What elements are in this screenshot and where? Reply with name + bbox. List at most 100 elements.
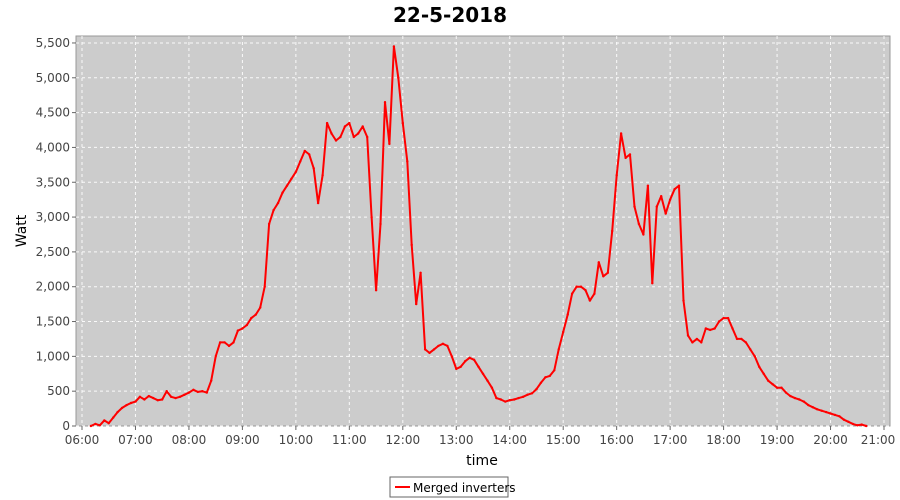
data-point bbox=[129, 401, 133, 405]
y-tick-label: 0 bbox=[62, 419, 70, 433]
data-point bbox=[374, 289, 378, 292]
data-point bbox=[784, 391, 788, 394]
data-point bbox=[811, 406, 814, 409]
y-tick-label: 1,000 bbox=[36, 349, 70, 363]
data-point bbox=[557, 348, 560, 351]
data-point bbox=[642, 233, 645, 236]
data-point bbox=[459, 365, 462, 368]
data-point bbox=[802, 400, 805, 403]
x-tick-label: 09:00 bbox=[225, 433, 260, 447]
data-point bbox=[187, 391, 191, 394]
data-point bbox=[624, 156, 627, 160]
data-point bbox=[481, 372, 485, 375]
data-point bbox=[611, 229, 614, 233]
data-point bbox=[294, 170, 298, 173]
data-point bbox=[147, 394, 150, 398]
data-point bbox=[281, 191, 284, 194]
plot-area bbox=[75, 35, 891, 427]
data-point bbox=[165, 390, 168, 393]
data-point bbox=[651, 282, 654, 285]
data-point bbox=[432, 348, 436, 351]
data-point bbox=[450, 355, 453, 358]
data-point bbox=[232, 341, 235, 344]
data-point bbox=[366, 135, 369, 139]
data-point bbox=[303, 149, 306, 153]
data-point bbox=[562, 330, 565, 334]
data-point bbox=[775, 386, 779, 389]
data-point bbox=[686, 334, 690, 337]
data-point bbox=[370, 215, 373, 219]
data-point bbox=[851, 422, 854, 426]
data-point bbox=[539, 381, 543, 384]
data-point bbox=[241, 327, 244, 330]
x-tick-label: 13:00 bbox=[439, 433, 474, 447]
data-point bbox=[691, 341, 694, 344]
data-point bbox=[183, 393, 186, 396]
data-point bbox=[660, 195, 663, 198]
data-point bbox=[824, 410, 828, 414]
data-point bbox=[682, 299, 685, 302]
data-point bbox=[138, 395, 142, 398]
data-point bbox=[771, 383, 774, 386]
data-point bbox=[410, 243, 413, 247]
data-point bbox=[553, 369, 556, 372]
data-point bbox=[807, 403, 810, 407]
data-point bbox=[829, 412, 832, 415]
data-point bbox=[143, 398, 146, 401]
data-point bbox=[762, 372, 765, 375]
data-point bbox=[383, 101, 387, 104]
data-point bbox=[575, 285, 578, 288]
data-point bbox=[847, 420, 850, 423]
data-point bbox=[446, 344, 449, 348]
data-point bbox=[357, 132, 360, 135]
x-tick-label: 11:00 bbox=[332, 433, 367, 447]
x-tick-label: 20:00 bbox=[813, 433, 848, 447]
legend-label: Merged inverters bbox=[413, 481, 516, 495]
y-tick-label: 4,000 bbox=[36, 140, 70, 154]
data-point bbox=[668, 198, 672, 201]
data-point bbox=[677, 184, 681, 187]
data-point bbox=[664, 212, 667, 215]
data-point bbox=[731, 327, 734, 330]
data-point bbox=[619, 132, 623, 135]
data-point bbox=[125, 403, 128, 407]
data-point bbox=[254, 313, 257, 316]
data-point bbox=[602, 275, 605, 278]
legend: Merged inverters bbox=[389, 476, 516, 498]
data-point bbox=[548, 374, 551, 378]
data-point bbox=[615, 174, 618, 177]
x-axis-label: time bbox=[466, 453, 498, 469]
x-tick-label: 17:00 bbox=[653, 433, 688, 447]
data-point bbox=[401, 121, 404, 125]
x-tick-label: 21:00 bbox=[861, 433, 896, 447]
data-point bbox=[673, 188, 676, 191]
data-point bbox=[704, 327, 707, 330]
data-point bbox=[504, 400, 507, 403]
data-point bbox=[633, 205, 636, 208]
data-point bbox=[192, 388, 195, 391]
data-point bbox=[495, 396, 498, 400]
y-tick-label: 500 bbox=[47, 384, 70, 398]
data-point bbox=[259, 306, 262, 309]
data-point bbox=[330, 132, 333, 135]
data-point bbox=[174, 396, 177, 400]
series-points bbox=[89, 45, 868, 428]
data-point bbox=[700, 341, 703, 344]
data-point bbox=[415, 302, 418, 306]
data-point bbox=[588, 299, 592, 302]
data-point bbox=[348, 121, 351, 125]
data-point bbox=[169, 395, 173, 398]
data-point bbox=[508, 399, 511, 402]
y-tick-label: 2,500 bbox=[36, 245, 70, 259]
data-point bbox=[530, 392, 534, 395]
y-tick-label: 4,500 bbox=[36, 106, 70, 120]
data-point bbox=[437, 344, 440, 348]
data-point bbox=[152, 396, 155, 400]
y-tick-label: 5,500 bbox=[36, 36, 70, 50]
data-point bbox=[820, 409, 823, 412]
data-point bbox=[316, 201, 320, 205]
data-point bbox=[637, 222, 641, 226]
data-point bbox=[423, 348, 427, 351]
data-point bbox=[325, 121, 329, 125]
